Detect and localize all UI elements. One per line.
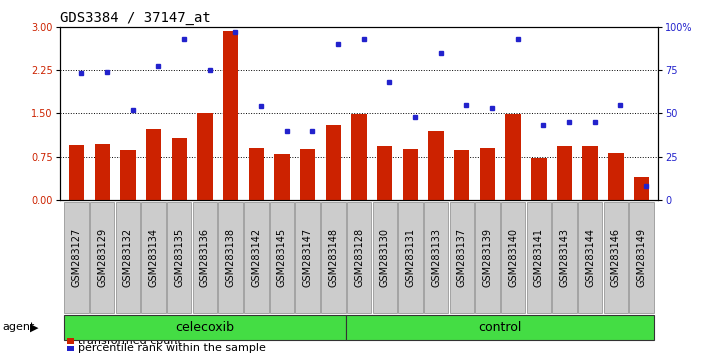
- Text: GSM283128: GSM283128: [354, 228, 364, 287]
- Text: GSM283131: GSM283131: [406, 228, 415, 287]
- Bar: [428, 131, 444, 200]
- Text: celecoxib: celecoxib: [175, 321, 234, 334]
- Text: GSM283136: GSM283136: [200, 228, 210, 287]
- Text: GSM283143: GSM283143: [560, 228, 570, 287]
- Text: GSM283127: GSM283127: [72, 228, 82, 287]
- Text: agent: agent: [2, 322, 34, 332]
- Text: GSM283133: GSM283133: [431, 228, 441, 287]
- Bar: [377, 146, 392, 200]
- Text: GSM283142: GSM283142: [251, 228, 261, 287]
- Text: GSM283146: GSM283146: [611, 228, 621, 287]
- Text: ▶: ▶: [30, 322, 39, 332]
- Bar: [300, 149, 315, 200]
- Bar: [94, 144, 110, 200]
- Text: GSM283130: GSM283130: [379, 228, 390, 287]
- Text: GSM283144: GSM283144: [585, 228, 595, 287]
- Text: GSM283139: GSM283139: [482, 228, 493, 287]
- Text: GSM283132: GSM283132: [123, 228, 133, 287]
- Bar: [634, 177, 649, 200]
- Text: GSM283129: GSM283129: [97, 228, 107, 287]
- Bar: [120, 150, 136, 200]
- Bar: [249, 148, 264, 200]
- Text: GSM283138: GSM283138: [225, 228, 236, 287]
- Text: GSM283134: GSM283134: [149, 228, 158, 287]
- Text: GSM283148: GSM283148: [328, 228, 339, 287]
- Bar: [505, 114, 521, 200]
- Bar: [351, 114, 367, 200]
- Text: GSM283147: GSM283147: [303, 228, 313, 287]
- Text: GSM283141: GSM283141: [534, 228, 543, 287]
- Bar: [531, 158, 546, 200]
- Text: GSM283145: GSM283145: [277, 228, 287, 287]
- Bar: [454, 150, 470, 200]
- Text: GSM283137: GSM283137: [457, 228, 467, 287]
- Bar: [197, 113, 213, 200]
- Bar: [582, 146, 598, 200]
- Text: GSM283135: GSM283135: [175, 228, 184, 287]
- Bar: [403, 149, 418, 200]
- Text: control: control: [479, 321, 522, 334]
- Text: transformed count: transformed count: [78, 336, 182, 346]
- Text: GSM283140: GSM283140: [508, 228, 518, 287]
- Bar: [326, 125, 341, 200]
- Text: GDS3384 / 37147_at: GDS3384 / 37147_at: [60, 11, 210, 25]
- Text: GSM283149: GSM283149: [636, 228, 646, 287]
- Text: percentile rank within the sample: percentile rank within the sample: [78, 343, 266, 353]
- Bar: [223, 31, 239, 200]
- Bar: [479, 148, 495, 200]
- Bar: [69, 145, 84, 200]
- Bar: [557, 146, 572, 200]
- Bar: [146, 130, 161, 200]
- Bar: [275, 154, 290, 200]
- Bar: [608, 153, 624, 200]
- Bar: [172, 138, 187, 200]
